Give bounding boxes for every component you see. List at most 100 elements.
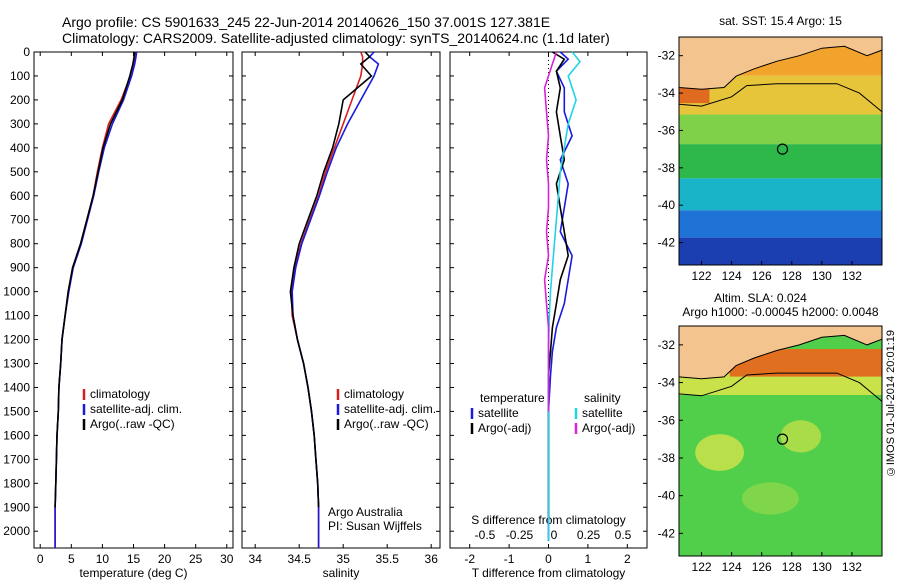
argo-position-marker xyxy=(776,433,789,445)
y-tick-label: 900 xyxy=(10,261,30,275)
y-tick-label: 100 xyxy=(10,69,30,83)
shelf-contour xyxy=(678,372,883,402)
y-tick-label: 600 xyxy=(10,189,30,203)
x-tick-label: -2 xyxy=(464,552,475,566)
x-tick-label: 35.5 xyxy=(376,552,400,566)
map-frame xyxy=(678,325,883,557)
top-tick-label: -0.25 xyxy=(506,528,534,542)
sla-eddy xyxy=(741,482,799,515)
map-x-tick-label: 130 xyxy=(812,560,832,574)
y-tick-label: 0 xyxy=(23,45,30,59)
x-axis-label: T difference from climatology xyxy=(472,566,626,580)
map-y-tick-label: -34 xyxy=(658,86,676,100)
map-x-tick-label: 128 xyxy=(782,560,802,574)
map-x-tick-label: 124 xyxy=(722,560,742,574)
x-tick-label: 1 xyxy=(585,552,592,566)
y-tick-label: 1900 xyxy=(3,500,30,514)
series-line xyxy=(289,51,373,508)
legend-label: Argo(-adj) xyxy=(478,421,531,435)
y-tick-label: 500 xyxy=(10,165,30,179)
sla-eddy xyxy=(780,420,822,453)
legend-label: satellite-adj. clim. xyxy=(344,402,436,416)
series-line xyxy=(543,51,558,412)
top-tick-label: 0.5 xyxy=(615,528,632,542)
map-x-tick-label: 124 xyxy=(722,269,742,283)
x-tick-label: 36 xyxy=(425,552,439,566)
top-tick-label: 0 xyxy=(551,528,558,542)
series-line xyxy=(54,51,136,508)
legend-label: satellite xyxy=(582,406,623,420)
y-tick-label: 1800 xyxy=(3,476,30,490)
map-y-tick-label: -42 xyxy=(658,526,676,540)
x-tick-label: -1 xyxy=(504,552,515,566)
map-x-tick-label: 122 xyxy=(692,560,712,574)
map-x-tick-label: 128 xyxy=(782,269,802,283)
x-tick-label: 5 xyxy=(68,552,75,566)
legend-label: salinity xyxy=(584,391,621,405)
y-tick-label: 1000 xyxy=(3,285,30,299)
map-title-sst: sat. SST: 15.4 Argo: 15 xyxy=(719,14,842,28)
map-title-sla-2: Argo h1000: -0.00045 h2000: 0.0048 xyxy=(682,305,878,319)
y-tick-label: 1400 xyxy=(3,380,30,394)
sla-eddy xyxy=(695,434,744,471)
map-1 xyxy=(678,325,883,557)
y-tick-label: 200 xyxy=(10,93,30,107)
map-y-tick-label: -32 xyxy=(658,49,676,63)
title-line-1: Argo profile: CS 5901633_245 22-Jun-2014… xyxy=(62,14,551,30)
legend-label: satellite xyxy=(478,406,519,420)
sst-band xyxy=(679,210,882,238)
y-tick-label: 800 xyxy=(10,237,30,251)
annotation-label: PI: Susan Wijffels xyxy=(328,519,422,533)
map-y-tick-label: -32 xyxy=(658,338,676,352)
y-tick-label: 300 xyxy=(10,117,30,131)
map-y-tick-label: -36 xyxy=(658,413,676,427)
x-tick-label: 0 xyxy=(37,552,44,566)
panel-frame-salinity xyxy=(241,51,441,549)
y-tick-label: 700 xyxy=(10,213,30,227)
map-x-tick-label: 132 xyxy=(842,269,862,283)
x-tick-label: 25 xyxy=(189,552,203,566)
x-tick-label: 15 xyxy=(127,552,141,566)
sst-band xyxy=(679,114,882,145)
y-tick-label: 400 xyxy=(10,141,30,155)
map-x-tick-label: 132 xyxy=(842,560,862,574)
argo-position-marker xyxy=(776,143,789,155)
map-y-tick-label: -36 xyxy=(658,123,676,137)
y-tick-label: 1100 xyxy=(4,309,30,323)
imos-timestamp: ©IMOS 01-Jul-2014 20:01:19 xyxy=(885,330,897,478)
legend-label: Argo(..raw -QC) xyxy=(344,417,429,431)
x-tick-label: 30 xyxy=(220,552,234,566)
x-tick-label: 20 xyxy=(158,552,172,566)
y-tick-label: 1200 xyxy=(3,333,30,347)
annotation-label: Argo Australia xyxy=(328,505,403,519)
map-0 xyxy=(678,36,883,266)
x-tick-label: 34.5 xyxy=(288,552,312,566)
map-x-tick-label: 130 xyxy=(812,269,832,283)
y-tick-label: 1500 xyxy=(3,404,30,418)
x-tick-label: 34 xyxy=(249,552,263,566)
x-tick-label: 0 xyxy=(545,552,552,566)
y-tick-label: 1600 xyxy=(3,428,30,442)
map-y-tick-label: -40 xyxy=(658,489,676,503)
title-line-2: Climatology: CARS2009. Satellite-adjuste… xyxy=(62,30,610,46)
y-tick-label: 1700 xyxy=(3,452,30,466)
x-tick-label: 10 xyxy=(96,552,110,566)
x-tick-label: 35 xyxy=(337,552,351,566)
map-x-tick-label: 126 xyxy=(752,269,772,283)
sst-band xyxy=(679,237,882,265)
legend-label: climatology xyxy=(90,387,150,401)
map-y-tick-label: -38 xyxy=(658,451,676,465)
map-x-tick-label: 122 xyxy=(692,269,712,283)
map-x-tick-label: 126 xyxy=(752,560,772,574)
map-y-tick-label: -42 xyxy=(658,236,676,250)
map-y-tick-label: -40 xyxy=(658,198,676,212)
top-tick-label: -0.5 xyxy=(475,528,496,542)
sst-band xyxy=(679,144,882,179)
y-tick-label: 2000 xyxy=(3,524,30,538)
x-axis-label: temperature (deg C) xyxy=(79,566,187,580)
shelf-contour xyxy=(678,83,883,113)
panel-frame-temperature xyxy=(33,51,234,549)
map-y-tick-label: -34 xyxy=(658,376,676,390)
legend-label: satellite-adj. clim. xyxy=(90,402,182,416)
x-tick-label: 2 xyxy=(624,552,631,566)
